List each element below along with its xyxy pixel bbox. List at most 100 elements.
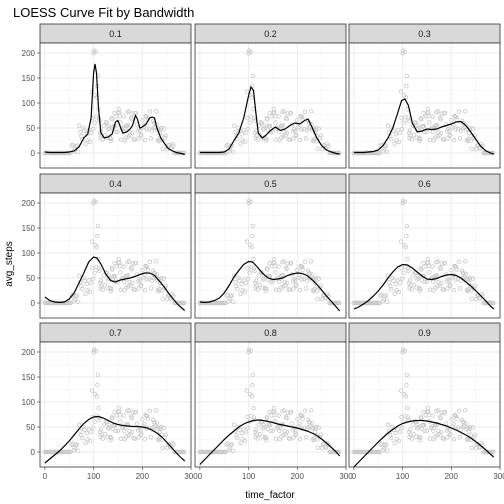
data-point <box>97 268 102 274</box>
facet-panel-0-5: 0.5 <box>194 173 347 319</box>
data-point <box>295 118 300 123</box>
data-point <box>280 123 286 128</box>
data-point <box>263 288 268 294</box>
data-point <box>444 279 450 284</box>
data-point <box>309 272 315 277</box>
data-point <box>315 146 320 152</box>
data-point <box>106 425 112 430</box>
data-point <box>139 282 144 288</box>
data-point <box>159 138 165 143</box>
data-point <box>249 394 254 399</box>
data-point <box>405 266 411 271</box>
data-point <box>463 259 468 264</box>
data-point <box>317 285 323 291</box>
data-point <box>250 73 256 79</box>
data-point <box>396 438 402 444</box>
data-point <box>422 428 427 434</box>
data-point <box>451 421 456 427</box>
data-point <box>294 282 299 288</box>
data-point <box>78 130 83 135</box>
data-point <box>409 287 414 292</box>
data-point <box>126 109 132 114</box>
data-point <box>377 449 382 455</box>
data-point <box>94 95 99 100</box>
data-point <box>287 287 293 293</box>
data-point <box>235 286 240 292</box>
data-point <box>415 273 420 279</box>
data-point <box>312 429 318 434</box>
data-point <box>445 136 450 141</box>
data-point <box>441 436 447 442</box>
data-point <box>382 144 388 149</box>
data-point <box>129 116 134 122</box>
data-point <box>228 443 234 448</box>
data-point <box>448 132 453 138</box>
data-point <box>415 123 420 129</box>
data-point <box>238 440 243 445</box>
data-point <box>249 245 254 250</box>
y-tick-label: 0 <box>31 149 36 158</box>
data-point <box>144 277 149 282</box>
data-point <box>421 124 427 129</box>
data-point <box>311 425 316 430</box>
data-point <box>407 278 413 283</box>
data-point <box>238 291 243 296</box>
data-point <box>399 265 404 271</box>
data-point <box>389 286 394 292</box>
data-point <box>146 276 152 282</box>
data-point <box>378 293 383 298</box>
data-point <box>161 425 167 430</box>
data-point <box>457 435 463 440</box>
data-point <box>102 431 108 437</box>
data-point <box>74 143 80 148</box>
data-point <box>156 425 161 430</box>
data-point <box>83 440 88 445</box>
data-point <box>300 416 305 421</box>
data-point <box>316 126 322 131</box>
data-point <box>244 388 250 393</box>
data-point <box>396 289 402 295</box>
data-point <box>251 116 257 121</box>
data-point <box>433 285 438 290</box>
data-point <box>453 114 459 120</box>
panel-background <box>40 193 191 318</box>
data-point <box>270 428 275 433</box>
data-point <box>336 150 342 156</box>
data-point <box>125 123 131 128</box>
data-point <box>456 259 462 265</box>
loess-fit-line <box>353 98 494 155</box>
x-tick-label: 300 <box>493 472 504 481</box>
data-point <box>224 143 229 148</box>
data-point <box>396 139 402 145</box>
data-point <box>267 124 273 129</box>
data-point <box>132 436 138 442</box>
data-point <box>404 383 409 388</box>
data-point <box>265 117 270 122</box>
data-point <box>147 408 153 414</box>
data-point <box>103 119 109 125</box>
data-point <box>245 276 251 281</box>
data-point <box>463 272 469 277</box>
data-point <box>223 449 228 455</box>
data-point <box>457 286 463 291</box>
data-point <box>399 115 404 121</box>
data-point <box>106 422 111 428</box>
data-point <box>297 138 303 143</box>
x-tick-label: 0 <box>43 472 48 481</box>
data-point <box>301 276 307 282</box>
data-point <box>417 285 422 291</box>
data-point <box>490 449 496 455</box>
data-point <box>144 264 150 270</box>
data-point <box>302 259 308 265</box>
data-point <box>287 137 293 143</box>
data-point <box>395 278 401 283</box>
data-point <box>392 291 397 296</box>
x-tick-label: 100 <box>242 472 256 481</box>
data-point <box>84 132 89 137</box>
data-point <box>87 438 93 444</box>
data-point <box>139 132 144 138</box>
data-point <box>133 409 139 415</box>
data-point <box>154 408 159 413</box>
data-point <box>407 427 413 432</box>
facet-strip-label: 0.2 <box>264 29 277 39</box>
